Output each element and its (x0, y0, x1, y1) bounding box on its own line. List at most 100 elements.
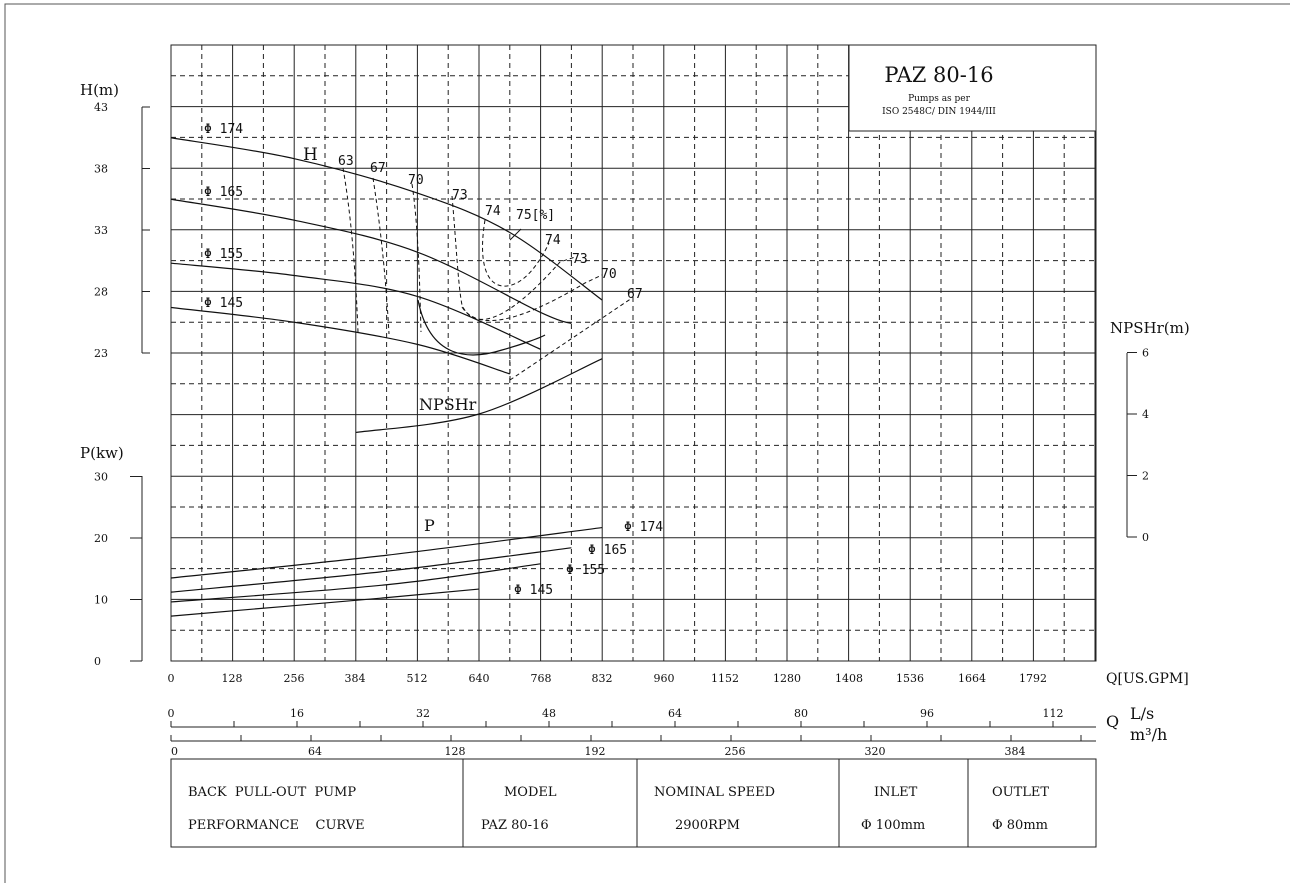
outlet-label: OUTLET (992, 785, 1049, 800)
outlet-value: Φ 80mm (992, 818, 1048, 833)
power-axis-tick-label: 0 (94, 655, 101, 668)
efficiency-label: 63 (338, 154, 354, 169)
head-curve-label-diameter: Φ 145 (204, 296, 243, 311)
head-curve (170, 262, 541, 350)
x-axis-gpm-tick-label: 1792 (1019, 672, 1047, 685)
inlet-value: Φ 100mm (861, 818, 925, 833)
power-curve (170, 588, 480, 617)
x-axis-gpm-tick-label: 832 (592, 672, 613, 685)
efficiency-pointer (509, 228, 522, 241)
power-axis-tick-label: 20 (94, 532, 108, 545)
x-axis-m3h-tick-label: 320 (865, 745, 886, 758)
model-label: MODEL (504, 785, 557, 800)
x-axis-m3h-tick-label: 128 (445, 745, 466, 758)
head-curve-label-diameter: Φ 174 (204, 122, 243, 137)
power-curve-label-diameter: Φ 165 (588, 543, 627, 558)
head-curve (170, 198, 572, 325)
x-axis-ls-tick-label: 80 (794, 707, 808, 720)
efficiency-label: 74 (545, 233, 561, 248)
npsh-axis-tick-label: 4 (1142, 408, 1149, 421)
x-axis-m3h-tick-label: 192 (585, 745, 606, 758)
efficiency-label: 67 (627, 287, 643, 302)
head-curve-label: H (303, 145, 318, 165)
npsh-axis-label: NPSHr(m) (1110, 319, 1190, 337)
efficiency-label: 70 (408, 173, 424, 188)
table-title-line-1: BACK PULL-OUT PUMP (188, 785, 356, 800)
x-axis-ls-tick-label: 96 (920, 707, 934, 720)
efficiency-label: 74 (485, 204, 501, 219)
npsh-axis-tick-label: 6 (1142, 347, 1149, 360)
npsh-axis-tick-label: 0 (1142, 531, 1149, 544)
x-axis-gpm-tick-label: 960 (654, 672, 675, 685)
head-axis-tick-label: 23 (94, 347, 108, 360)
npsh-curve-label: NPSHr (419, 395, 477, 414)
head-curve (170, 306, 510, 375)
speed-label: NOMINAL SPEED (654, 785, 775, 800)
efficiency-dashed-curve (509, 297, 633, 381)
npsh-axis-tick-label: 2 (1142, 470, 1149, 483)
model-value: PAZ 80-16 (481, 818, 549, 833)
efficiency-label: 70 (601, 267, 617, 282)
efficiency-dashed-curve (372, 177, 390, 335)
npshr-curve (355, 358, 603, 434)
x-axis-gpm-tick-label: 0 (168, 672, 175, 685)
x-axis-gpm-tick-label: 1664 (958, 672, 986, 685)
x-axis-label-m3h: m³/h (1130, 725, 1167, 744)
x-axis-label-gpm: Q[US.GPM] (1106, 671, 1189, 687)
power-curve (170, 526, 603, 579)
power-curve (170, 563, 541, 603)
plot-frame (170, 44, 1097, 662)
power-axis-tick-label: 30 (94, 471, 108, 484)
x-axis-ls-tick-label: 32 (416, 707, 430, 720)
x-axis-gpm-tick-label: 384 (345, 672, 366, 685)
power-curve-label-diameter: Φ 155 (566, 563, 605, 578)
x-axis-ls-tick-label: 16 (290, 707, 304, 720)
power-axis-tick-label: 10 (94, 594, 108, 607)
x-axis-m3h-tick-label: 384 (1005, 745, 1026, 758)
efficiency-label: 67 (370, 161, 386, 176)
head-axis-label: H(m) (80, 81, 119, 99)
x-axis-gpm-tick-label: 256 (284, 672, 305, 685)
power-curve-label-diameter: Φ 174 (624, 520, 663, 535)
chart-curves (170, 137, 633, 617)
power-curve-label: P (424, 516, 435, 535)
inlet-label: INLET (874, 785, 918, 800)
efficiency-solid-loop (417, 299, 546, 356)
power-curve (170, 547, 572, 593)
head-curve-label-diameter: Φ 155 (204, 247, 243, 262)
info-table: BACK PULL-OUT PUMP PERFORMANCE CURVE MOD… (170, 758, 1097, 848)
x-axis-gpm-tick-label: 1408 (835, 672, 863, 685)
x-axis-gpm-tick-label: 1536 (896, 672, 924, 685)
x-axis-label-q: Q (1106, 712, 1119, 731)
x-axis-m3h-tick-label: 256 (725, 745, 746, 758)
x-axis-ls-tick-label: 64 (668, 707, 682, 720)
efficiency-dashed-curve (451, 195, 576, 320)
efficiency-dashed-curve (482, 219, 550, 287)
page-border (4, 3, 1290, 883)
head-curve (170, 137, 603, 301)
chart-subtitle-line-2: ISO 2548C/ DIN 1944/III (882, 107, 996, 117)
x-axis-m3h-tick-label: 0 (171, 745, 178, 758)
chart-grid (170, 44, 1097, 662)
x-axis-gpm-tick-label: 640 (469, 672, 490, 685)
speed-value: 2900RPM (675, 818, 740, 833)
power-axis-label: P(kw) (80, 444, 124, 462)
efficiency-label: 75[%] (516, 208, 555, 223)
x-axis-ls-tick-label: 112 (1043, 707, 1064, 720)
x-axis-gpm-tick-label: 512 (407, 672, 428, 685)
x-axis-gpm-tick-label: 1280 (773, 672, 801, 685)
power-curve-label-diameter: Φ 145 (514, 583, 553, 598)
efficiency-label: 73 (572, 252, 588, 267)
x-axis-gpm-tick-label: 768 (531, 672, 552, 685)
head-axis-tick-label: 33 (94, 224, 108, 237)
head-axis-tick-label: 38 (94, 163, 108, 176)
title-box (848, 44, 1097, 132)
chart-labels: Φ 174 Φ 165 Φ 155 Φ 145 Φ 174 Φ 165 Φ 155 Φ 145… (204, 122, 663, 598)
x-axis-gpm-tick-label: 128 (222, 672, 243, 685)
head-axis-tick-label: 28 (94, 286, 108, 299)
x-axis-m3h-tick-label: 64 (308, 745, 322, 758)
efficiency-dashed-curve (411, 183, 422, 333)
